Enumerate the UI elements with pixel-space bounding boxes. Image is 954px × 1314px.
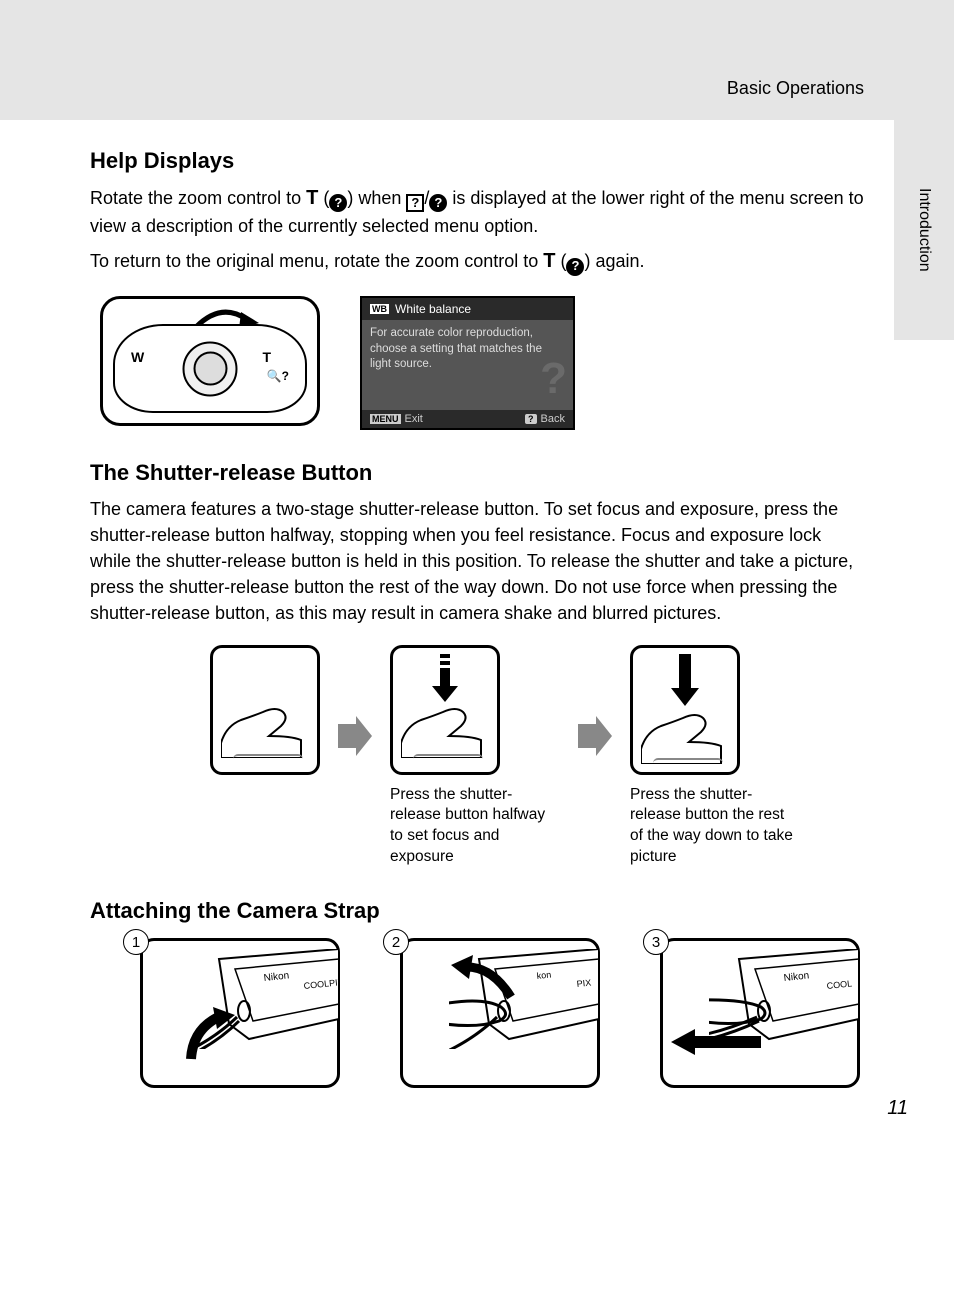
caption-full: Press the shutter-release button the res… bbox=[630, 785, 800, 869]
strap-frame-1: 1 Nikon COOLPIX bbox=[140, 938, 340, 1088]
help-displays-para1: Rotate the zoom control to T (?) when ?/… bbox=[90, 184, 864, 239]
page-number: 11 bbox=[887, 1097, 908, 1120]
strap-frame-3: 3 Nikon COOL bbox=[660, 938, 860, 1088]
left-arrow-icon bbox=[671, 1029, 761, 1055]
shutter-frame-3 bbox=[630, 645, 740, 775]
shutter-step-full: Press the shutter-release button the res… bbox=[630, 645, 800, 869]
lcd-back: ? Back bbox=[525, 413, 565, 425]
strap-heading: Attaching the Camera Strap bbox=[90, 898, 864, 924]
button-slot bbox=[653, 758, 723, 768]
help-displays-heading: Help Displays bbox=[90, 148, 864, 174]
help-icon: ? bbox=[329, 194, 347, 212]
button-slot bbox=[413, 754, 483, 764]
shutter-heading: The Shutter-release Button bbox=[90, 460, 864, 486]
section-header: Basic Operations bbox=[727, 78, 864, 99]
help-icon: ? bbox=[566, 258, 584, 276]
lcd-exit: MENU Exit bbox=[370, 413, 423, 425]
text: ) again. bbox=[584, 251, 644, 271]
svg-text:kon: kon bbox=[536, 970, 551, 981]
shutter-diagram-row: Press the shutter-release button halfway… bbox=[210, 645, 864, 869]
t-letter: T bbox=[306, 187, 318, 209]
text: ( bbox=[555, 251, 566, 271]
help-box-icon: ? bbox=[406, 194, 424, 212]
down-arrow-half-icon bbox=[430, 654, 460, 702]
header-band: Basic Operations bbox=[0, 0, 954, 120]
text: ( bbox=[318, 188, 329, 208]
help-figures-row: W T 🔍? WB White balance For accurate col… bbox=[100, 296, 864, 430]
arrow-right-icon bbox=[338, 716, 372, 756]
step-number: 3 bbox=[643, 929, 669, 955]
strap-frame-2: 2 kon PIX bbox=[400, 938, 600, 1088]
hand-icon bbox=[221, 698, 311, 758]
q-label: 🔍? bbox=[267, 369, 289, 383]
text: Rotate the zoom control to bbox=[90, 188, 306, 208]
back-label: Back bbox=[541, 413, 565, 425]
t-label: T bbox=[262, 349, 271, 365]
hand-icon bbox=[641, 704, 731, 764]
svg-text:PIX: PIX bbox=[576, 978, 591, 989]
text: To return to the original menu, rotate t… bbox=[90, 251, 543, 271]
lcd-body-text: For accurate color reproduction, choose … bbox=[370, 327, 542, 370]
wb-icon: WB bbox=[370, 304, 389, 314]
down-arrow-full-icon bbox=[670, 654, 700, 706]
shutter-frame-2 bbox=[390, 645, 500, 775]
side-tab: Introduction bbox=[894, 120, 954, 340]
lcd-footer: MENU Exit ? Back bbox=[362, 410, 573, 428]
shutter-step-halfway: Press the shutter-release button halfway… bbox=[390, 645, 560, 869]
zoom-dial-icon bbox=[183, 341, 238, 396]
strap-diagram-row: 1 Nikon COOLPIX 2 kon PIX bbox=[140, 938, 864, 1088]
shutter-frame-1 bbox=[210, 645, 320, 775]
arrow-right-icon bbox=[578, 716, 612, 756]
step-number: 2 bbox=[383, 929, 409, 955]
text: ) when bbox=[347, 188, 406, 208]
button-slot bbox=[233, 754, 303, 764]
w-label: W bbox=[131, 349, 144, 365]
side-tab-label: Introduction bbox=[915, 188, 933, 272]
help-icon: ? bbox=[429, 194, 447, 212]
camera-top-illustration: W T 🔍? bbox=[100, 296, 320, 426]
q-tag-icon: ? bbox=[525, 414, 537, 424]
lcd-body: For accurate color reproduction, choose … bbox=[362, 320, 573, 410]
page-content: Help Displays Rotate the zoom control to… bbox=[0, 120, 954, 1138]
step-number: 1 bbox=[123, 929, 149, 955]
curve-arrow-icon bbox=[183, 1007, 243, 1067]
help-displays-para2: To return to the original menu, rotate t… bbox=[90, 247, 864, 276]
caption-halfway: Press the shutter-release button halfway… bbox=[390, 785, 560, 869]
exit-label: Exit bbox=[405, 413, 423, 425]
lcd-big-q-icon: ? bbox=[540, 349, 567, 408]
menu-tag-icon: MENU bbox=[370, 414, 401, 424]
lcd-title: White balance bbox=[395, 302, 471, 316]
curve-arrow-icon bbox=[451, 955, 521, 1005]
lcd-header: WB White balance bbox=[362, 298, 573, 320]
shutter-para: The camera features a two-stage shutter-… bbox=[90, 496, 864, 626]
hand-icon bbox=[401, 698, 491, 758]
lcd-help-screen: WB White balance For accurate color repr… bbox=[360, 296, 575, 430]
t-letter: T bbox=[543, 250, 555, 272]
